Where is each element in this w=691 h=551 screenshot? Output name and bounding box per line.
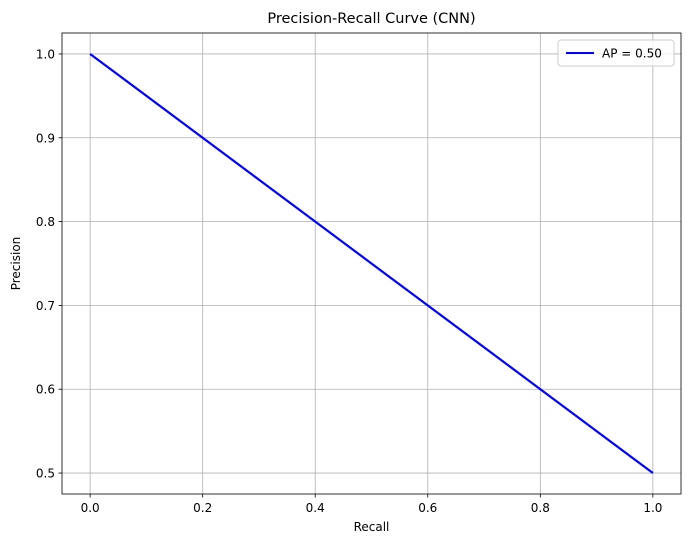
legend-box bbox=[557, 39, 675, 67]
tick-layer: 0.0 0.2 0.4 0.6 0.8 1.0 0.5 0.6 0.7 0.8 0.9 1.0 bbox=[36, 47, 663, 515]
x-tick-label: 0.8 bbox=[531, 501, 550, 515]
x-tick-label: 0.6 bbox=[418, 501, 437, 515]
y-axis-label: Precision bbox=[9, 237, 23, 291]
y-tick-label: 0.6 bbox=[36, 383, 55, 397]
legend: AP = 0.50 bbox=[557, 39, 675, 67]
x-axis-label: Recall bbox=[354, 520, 390, 534]
y-tick-label: 0.7 bbox=[36, 299, 55, 313]
x-tick-label: 1.0 bbox=[643, 501, 662, 515]
y-tick-label: 0.8 bbox=[36, 215, 55, 229]
plot-frame bbox=[61, 32, 682, 495]
x-tick-label: 0.2 bbox=[193, 501, 212, 515]
series-line bbox=[89, 53, 654, 474]
y-tick-label: 0.5 bbox=[36, 467, 55, 481]
grid-layer bbox=[62, 33, 681, 494]
y-tick-label: 1.0 bbox=[36, 47, 55, 61]
chart-title: Precision-Recall Curve (CNN) bbox=[267, 11, 475, 27]
legend-label: AP = 0.50 bbox=[602, 47, 662, 61]
series-layer bbox=[89, 53, 654, 474]
y-tick-label: 0.9 bbox=[36, 131, 55, 145]
x-tick-label: 0.4 bbox=[306, 501, 325, 515]
x-tick-label: 0.0 bbox=[81, 501, 100, 515]
